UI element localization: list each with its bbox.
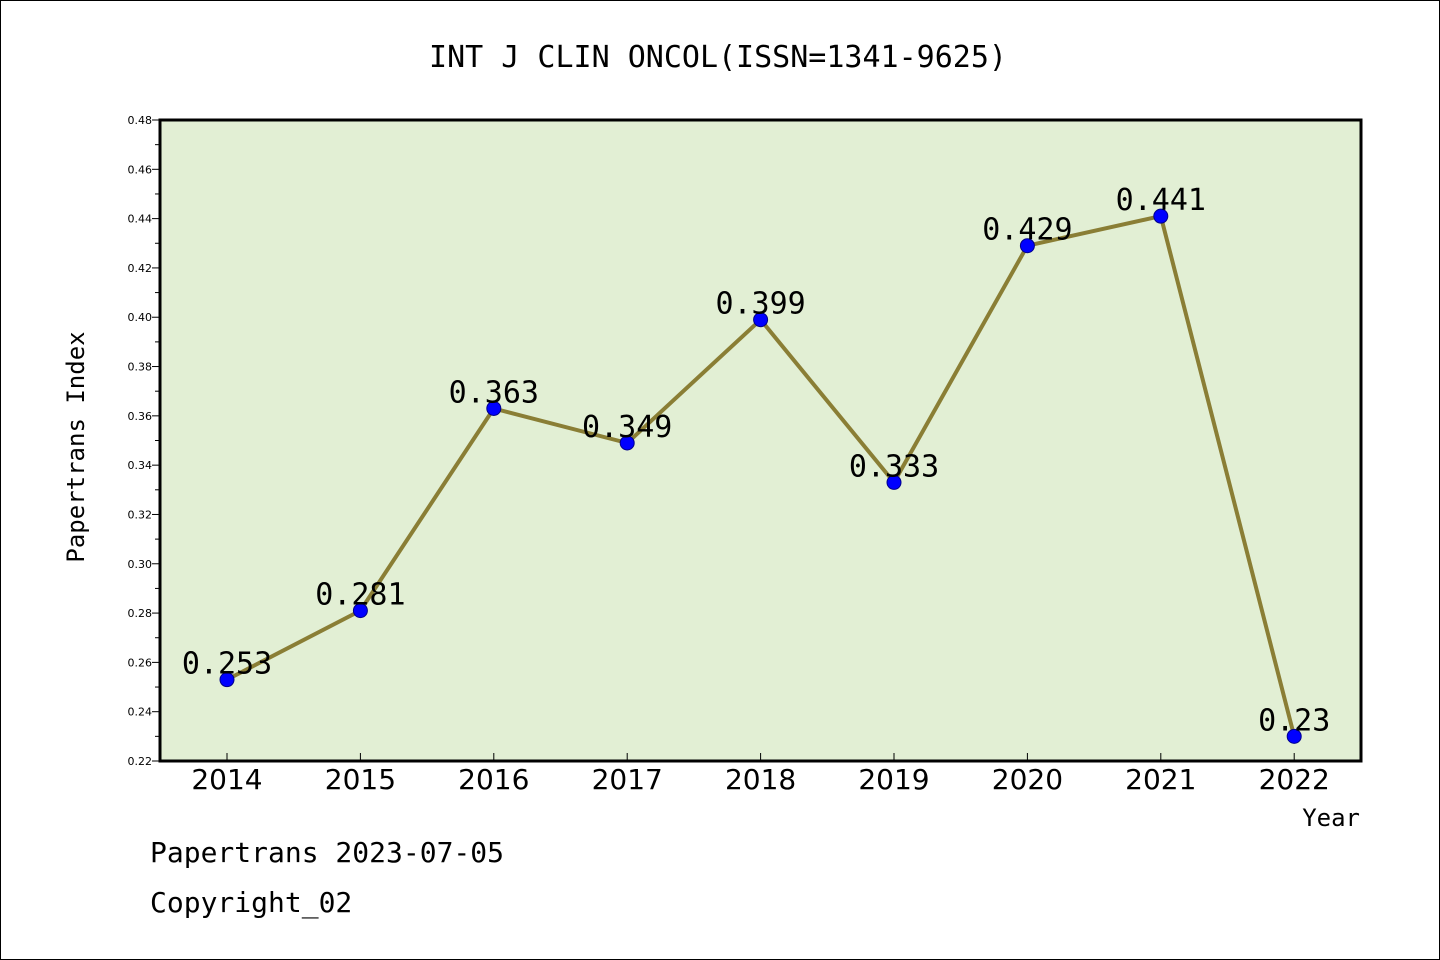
x-tick-label: 2021 bbox=[1125, 763, 1196, 796]
data-point bbox=[619, 435, 635, 451]
y-tick-label: 0.34 bbox=[128, 459, 153, 472]
data-point bbox=[753, 312, 769, 328]
data-point bbox=[219, 672, 235, 688]
data-label: 0.281 bbox=[315, 578, 405, 613]
y-tick-label: 0.40 bbox=[128, 311, 153, 324]
x-tick-label: 2017 bbox=[592, 763, 663, 796]
x-tick-label: 2020 bbox=[992, 763, 1063, 796]
x-tick-label: 2014 bbox=[191, 763, 262, 796]
data-label-layer: 0.253 0.281 0.363 0.349 0.399 0.333 0.429 0.441… bbox=[182, 183, 1330, 738]
x-axis: 2014 2015 2016 2017 2018 2019 2020 2021 2022 bbox=[191, 753, 1330, 796]
y-axis: 0.22 0.24 0.26 0.28 0.30 0.32 0.34 0.36 0.38 0.40… bbox=[128, 114, 160, 768]
data-point bbox=[1153, 208, 1169, 224]
x-tick-label: 2022 bbox=[1259, 763, 1330, 796]
y-tick-label: 0.24 bbox=[128, 706, 153, 719]
y-tick-label: 0.30 bbox=[128, 558, 153, 571]
x-tick-label: 2015 bbox=[325, 763, 396, 796]
data-label: 0.429 bbox=[982, 213, 1072, 248]
plot-area bbox=[158, 118, 1363, 763]
x-tick-label: 2018 bbox=[725, 763, 796, 796]
y-axis-label: Papertrans Index bbox=[62, 331, 90, 562]
y-tick-label: 0.36 bbox=[128, 410, 153, 423]
data-point bbox=[1019, 238, 1035, 254]
data-label: 0.399 bbox=[715, 287, 805, 322]
y-tick-label: 0.22 bbox=[128, 755, 153, 768]
y-tick-label: 0.28 bbox=[128, 607, 153, 620]
footer-date: Papertrans 2023-07-05 bbox=[150, 836, 505, 869]
y-tick-label: 0.42 bbox=[128, 262, 153, 275]
x-tick-label: 2019 bbox=[858, 763, 929, 796]
data-label: 0.23 bbox=[1258, 703, 1330, 738]
y-tick-label: 0.38 bbox=[128, 361, 153, 374]
y-tick-label: 0.46 bbox=[128, 163, 153, 176]
x-tick-label: 2016 bbox=[458, 763, 529, 796]
data-label: 0.363 bbox=[449, 375, 539, 410]
data-point bbox=[886, 474, 902, 490]
y-tick-label: 0.48 bbox=[128, 114, 153, 127]
data-label: 0.253 bbox=[182, 647, 272, 682]
data-label: 0.349 bbox=[582, 410, 672, 445]
data-label: 0.333 bbox=[849, 449, 939, 484]
x-axis-label: Year bbox=[1302, 804, 1360, 832]
footer-copyright: Copyright_02 bbox=[150, 886, 353, 919]
y-tick-label: 0.26 bbox=[128, 656, 153, 669]
data-label: 0.441 bbox=[1116, 183, 1206, 218]
y-tick-label: 0.44 bbox=[128, 213, 153, 226]
chart-title: INT J CLIN ONCOL(ISSN=1341-9625) bbox=[429, 40, 1007, 75]
y-tick-label: 0.32 bbox=[128, 508, 153, 521]
marker-layer bbox=[219, 208, 1302, 744]
data-point bbox=[1286, 728, 1302, 744]
data-point bbox=[486, 400, 502, 416]
data-point bbox=[352, 603, 368, 619]
